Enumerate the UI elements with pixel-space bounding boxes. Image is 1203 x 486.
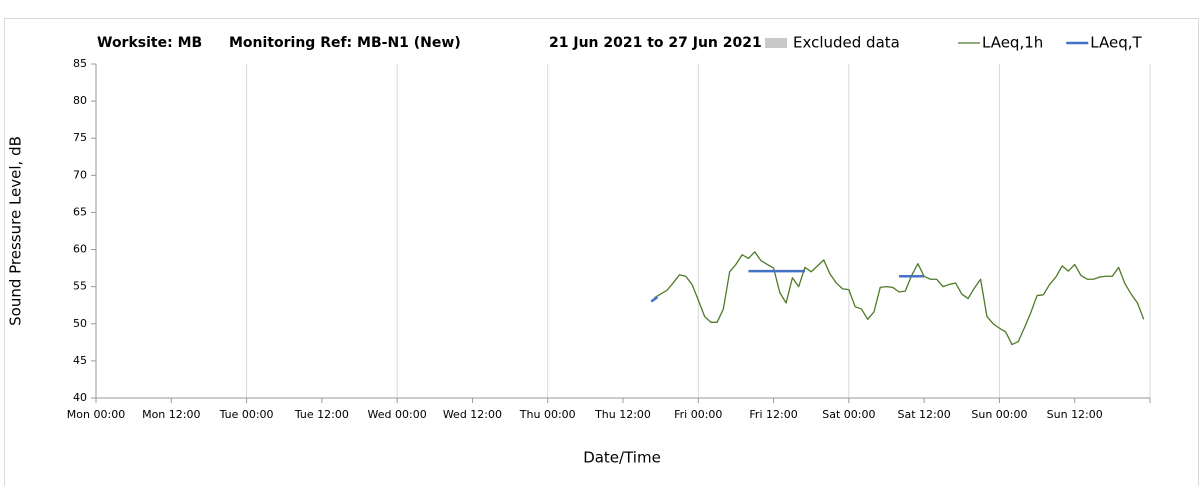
y-tick-label: 50 (73, 317, 87, 330)
y-tick-label: 80 (73, 94, 87, 107)
x-tick-label: Thu 00:00 (519, 408, 576, 421)
y-tick-label: 40 (73, 391, 87, 404)
x-tick-label: Sun 00:00 (971, 408, 1027, 421)
chart-frame (4, 18, 1199, 486)
series-line (654, 251, 1145, 346)
x-tick-label: Tue 00:00 (219, 408, 274, 421)
x-tick-label: Thu 12:00 (594, 408, 651, 421)
x-tick-label: Mon 12:00 (142, 408, 200, 421)
y-tick-label: 85 (73, 57, 87, 70)
legend-label: LAeq,T (1090, 34, 1142, 52)
x-tick-label: Wed 12:00 (443, 408, 502, 421)
title-worksite: Worksite: MB (97, 35, 202, 51)
legend-swatch (765, 38, 787, 48)
x-tick-label: Wed 00:00 (368, 408, 427, 421)
x-tick-label: Tue 12:00 (294, 408, 349, 421)
y-tick-label: 65 (73, 205, 87, 218)
x-tick-label: Sat 00:00 (822, 408, 875, 421)
x-tick-label: Mon 00:00 (67, 408, 125, 421)
x-axis-label: Date/Time (583, 449, 661, 467)
x-tick-label: Sat 12:00 (898, 408, 951, 421)
legend-label: LAeq,1h (982, 34, 1043, 52)
y-tick-label: 60 (73, 243, 87, 256)
y-tick-label: 55 (73, 280, 87, 293)
title-ref: Monitoring Ref: MB-N1 (New) (229, 35, 461, 51)
y-tick-label: 75 (73, 131, 87, 144)
title-dates: 21 Jun 2021 to 27 Jun 2021 (549, 35, 762, 51)
series-line (650, 269, 925, 303)
legend-label: Excluded data (793, 34, 900, 52)
y-tick-label: 45 (73, 354, 87, 367)
y-tick-label: 70 (73, 168, 87, 181)
x-tick-label: Fri 12:00 (749, 408, 797, 421)
y-axis-label: Sound Pressure Level, dB (7, 136, 25, 326)
x-tick-label: Fri 00:00 (674, 408, 722, 421)
x-tick-label: Sun 12:00 (1047, 408, 1103, 421)
